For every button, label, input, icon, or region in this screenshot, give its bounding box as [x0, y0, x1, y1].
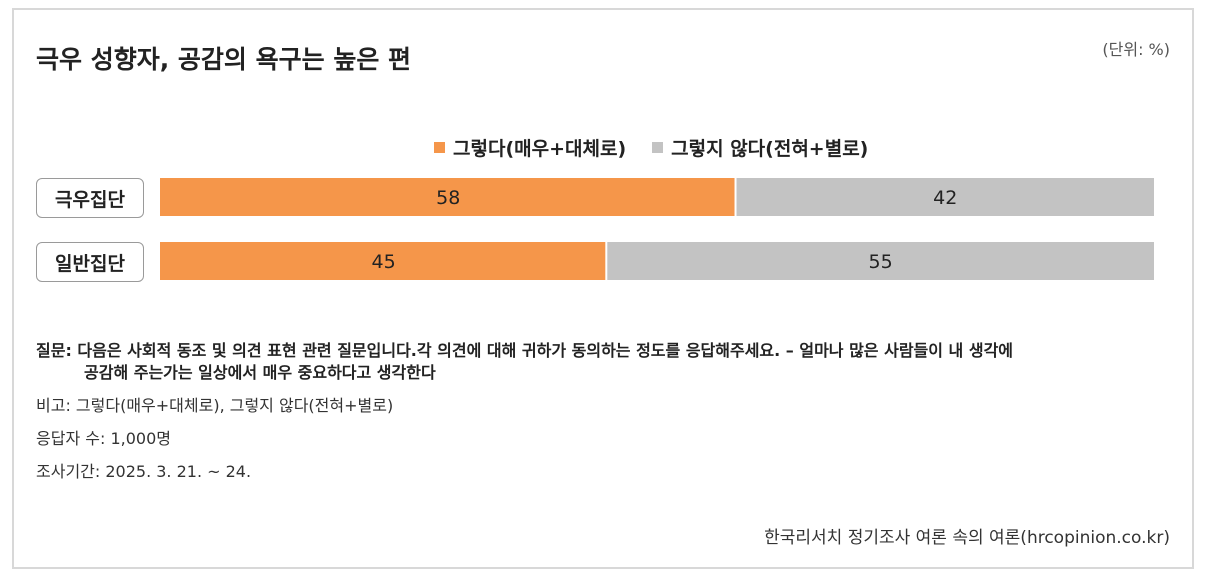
legend-item-agree: 그렇다(매우+대체로)	[434, 134, 626, 161]
notes: 질문: 다음은 사회적 동조 및 의견 표현 관련 질문입니다.각 의견에 대해…	[36, 340, 1013, 483]
legend-swatch-disagree	[652, 142, 664, 153]
bar-chart: 58 42 45 55	[160, 178, 1154, 280]
data-label-disagree-0: 42	[933, 187, 957, 209]
bar-disagree-1	[607, 242, 1154, 280]
unit-label: (단위: %)	[1102, 40, 1170, 59]
legend: 그렇다(매우+대체로) 그렇지 않다(전혀+별로)	[434, 134, 894, 161]
data-label-agree-1: 45	[372, 251, 396, 273]
category-label-general: 일반집단	[36, 242, 144, 282]
legend-label-disagree: 그렇지 않다(전혀+별로)	[671, 138, 869, 160]
legend-swatch-agree	[434, 142, 445, 153]
survey-question: 질문: 다음은 사회적 동조 및 의견 표현 관련 질문입니다.각 의견에 대해…	[36, 340, 1013, 384]
legend-label-agree: 그렇다(매우+대체로)	[453, 138, 627, 160]
bar-agree-0	[160, 178, 735, 216]
bar-disagree-0	[736, 178, 1154, 216]
data-label-agree-0: 58	[436, 187, 460, 209]
source-credit: 한국리서치 정기조사 여론 속의 여론(hrcopinion.co.kr)	[764, 528, 1170, 548]
respondents-note: 응답자 수: 1,000명	[36, 429, 171, 448]
chart-card: 극우 성향자, 공감의 욕구는 높은 편 (단위: %) 그렇다(매우+대체로)…	[12, 8, 1194, 569]
remark-note: 비고: 그렇다(매우+대체로), 그렇지 않다(전혀+별로)	[36, 396, 394, 415]
period-note: 조사기간: 2025. 3. 21. ~ 24.	[36, 462, 252, 481]
legend-item-disagree: 그렇지 않다(전혀+별로)	[652, 134, 868, 161]
chart-title: 극우 성향자, 공감의 욕구는 높은 편	[36, 45, 412, 74]
survey-question-line1: 질문: 다음은 사회적 동조 및 의견 표현 관련 질문입니다.각 의견에 대해…	[36, 341, 1014, 360]
survey-question-line2: 공감해 주는가는 일상에서 매우 중요하다고 생각한다	[84, 363, 436, 382]
bar-agree-1	[160, 242, 606, 280]
data-label-disagree-1: 55	[869, 251, 893, 273]
category-label-far-right: 극우집단	[36, 178, 144, 218]
